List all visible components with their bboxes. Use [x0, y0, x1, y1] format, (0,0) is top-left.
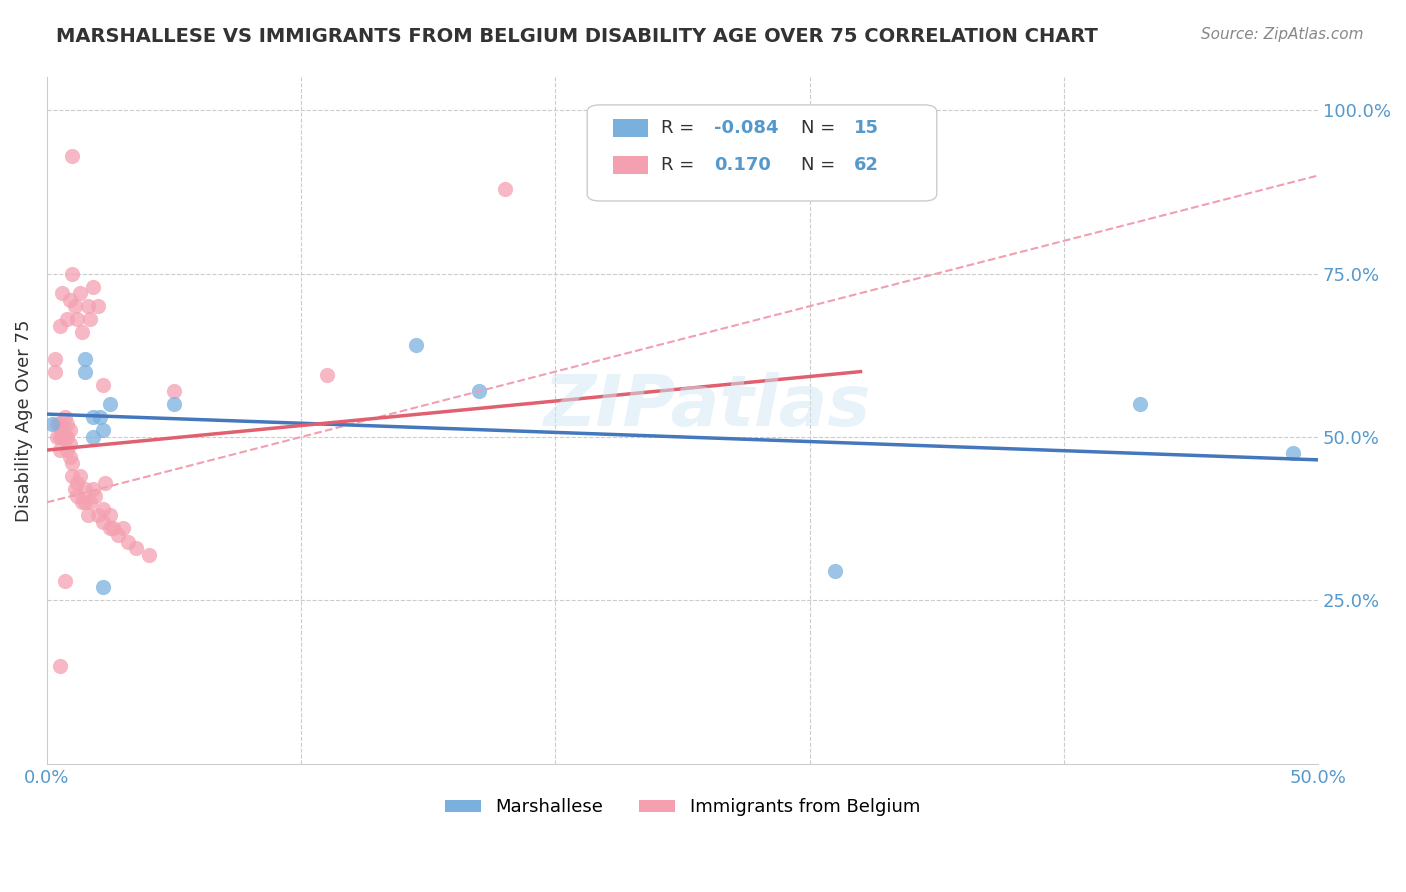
Legend: Marshallese, Immigrants from Belgium: Marshallese, Immigrants from Belgium: [437, 791, 928, 823]
Point: [60, 456, 83, 470]
Point: [72, 326, 94, 340]
Point: [494, 181, 516, 195]
Text: N =: N =: [801, 120, 841, 137]
Point: [824, 564, 846, 578]
Point: [117, 534, 139, 549]
Point: [46, 430, 69, 444]
Point: [91, 580, 114, 594]
Point: [1129, 397, 1152, 411]
Point: [51, 430, 73, 444]
Point: [41, 417, 63, 431]
Point: [44, 351, 66, 366]
Point: [73, 365, 96, 379]
Point: [76, 508, 98, 523]
Point: [60, 469, 83, 483]
Point: [66, 489, 89, 503]
Bar: [613, 120, 648, 137]
Point: [112, 521, 135, 535]
Point: [56, 312, 79, 326]
Point: [66, 312, 89, 326]
Text: MARSHALLESE VS IMMIGRANTS FROM BELGIUM DISABILITY AGE OVER 75 CORRELATION CHART: MARSHALLESE VS IMMIGRANTS FROM BELGIUM D…: [56, 27, 1098, 45]
Point: [59, 450, 82, 464]
Point: [87, 299, 110, 313]
Point: [91, 424, 114, 438]
Point: [56, 443, 79, 458]
Point: [46, 417, 69, 431]
Text: Source: ZipAtlas.com: Source: ZipAtlas.com: [1201, 27, 1364, 42]
Point: [48, 658, 70, 673]
Point: [48, 430, 70, 444]
Point: [48, 318, 70, 333]
Point: [84, 489, 107, 503]
Point: [59, 436, 82, 450]
Point: [163, 384, 186, 399]
Point: [87, 508, 110, 523]
Point: [100, 521, 122, 535]
Point: [91, 501, 114, 516]
Point: [94, 475, 117, 490]
Point: [76, 299, 98, 313]
Point: [163, 397, 186, 411]
Point: [53, 410, 76, 425]
Bar: [613, 156, 648, 174]
Point: [73, 351, 96, 366]
Point: [56, 430, 79, 444]
Point: [100, 397, 122, 411]
Point: [79, 495, 101, 509]
Point: [63, 299, 86, 313]
Point: [59, 424, 82, 438]
Point: [69, 469, 91, 483]
Text: R =: R =: [661, 120, 700, 137]
Point: [91, 377, 114, 392]
Point: [82, 410, 104, 425]
Point: [138, 548, 160, 562]
Point: [56, 417, 79, 431]
Point: [79, 312, 101, 326]
Point: [1281, 446, 1303, 460]
Point: [69, 286, 91, 301]
Point: [101, 521, 124, 535]
FancyBboxPatch shape: [588, 105, 936, 201]
Point: [63, 483, 86, 497]
Y-axis label: Disability Age Over 75: Disability Age Over 75: [15, 319, 32, 522]
Point: [405, 338, 427, 352]
Point: [315, 368, 337, 382]
Point: [91, 515, 114, 529]
Point: [82, 483, 104, 497]
Point: [60, 149, 83, 163]
Point: [100, 508, 122, 523]
Point: [125, 541, 148, 555]
Point: [53, 574, 76, 588]
Point: [66, 475, 89, 490]
Point: [82, 279, 104, 293]
Text: 15: 15: [853, 120, 879, 137]
Point: [48, 443, 70, 458]
Point: [44, 365, 66, 379]
Text: -0.084: -0.084: [714, 120, 779, 137]
Text: R =: R =: [661, 155, 700, 174]
Point: [59, 293, 82, 307]
Text: 0.170: 0.170: [714, 155, 770, 174]
Point: [468, 384, 491, 399]
Text: ZIPatlas: ZIPatlas: [544, 372, 872, 442]
Point: [82, 430, 104, 444]
Point: [89, 410, 111, 425]
Point: [72, 495, 94, 509]
Text: N =: N =: [801, 155, 841, 174]
Point: [60, 267, 83, 281]
Point: [51, 424, 73, 438]
Point: [107, 528, 129, 542]
Point: [73, 483, 96, 497]
Point: [73, 495, 96, 509]
Point: [51, 286, 73, 301]
Point: [53, 430, 76, 444]
Point: [48, 417, 70, 431]
Text: 62: 62: [853, 155, 879, 174]
